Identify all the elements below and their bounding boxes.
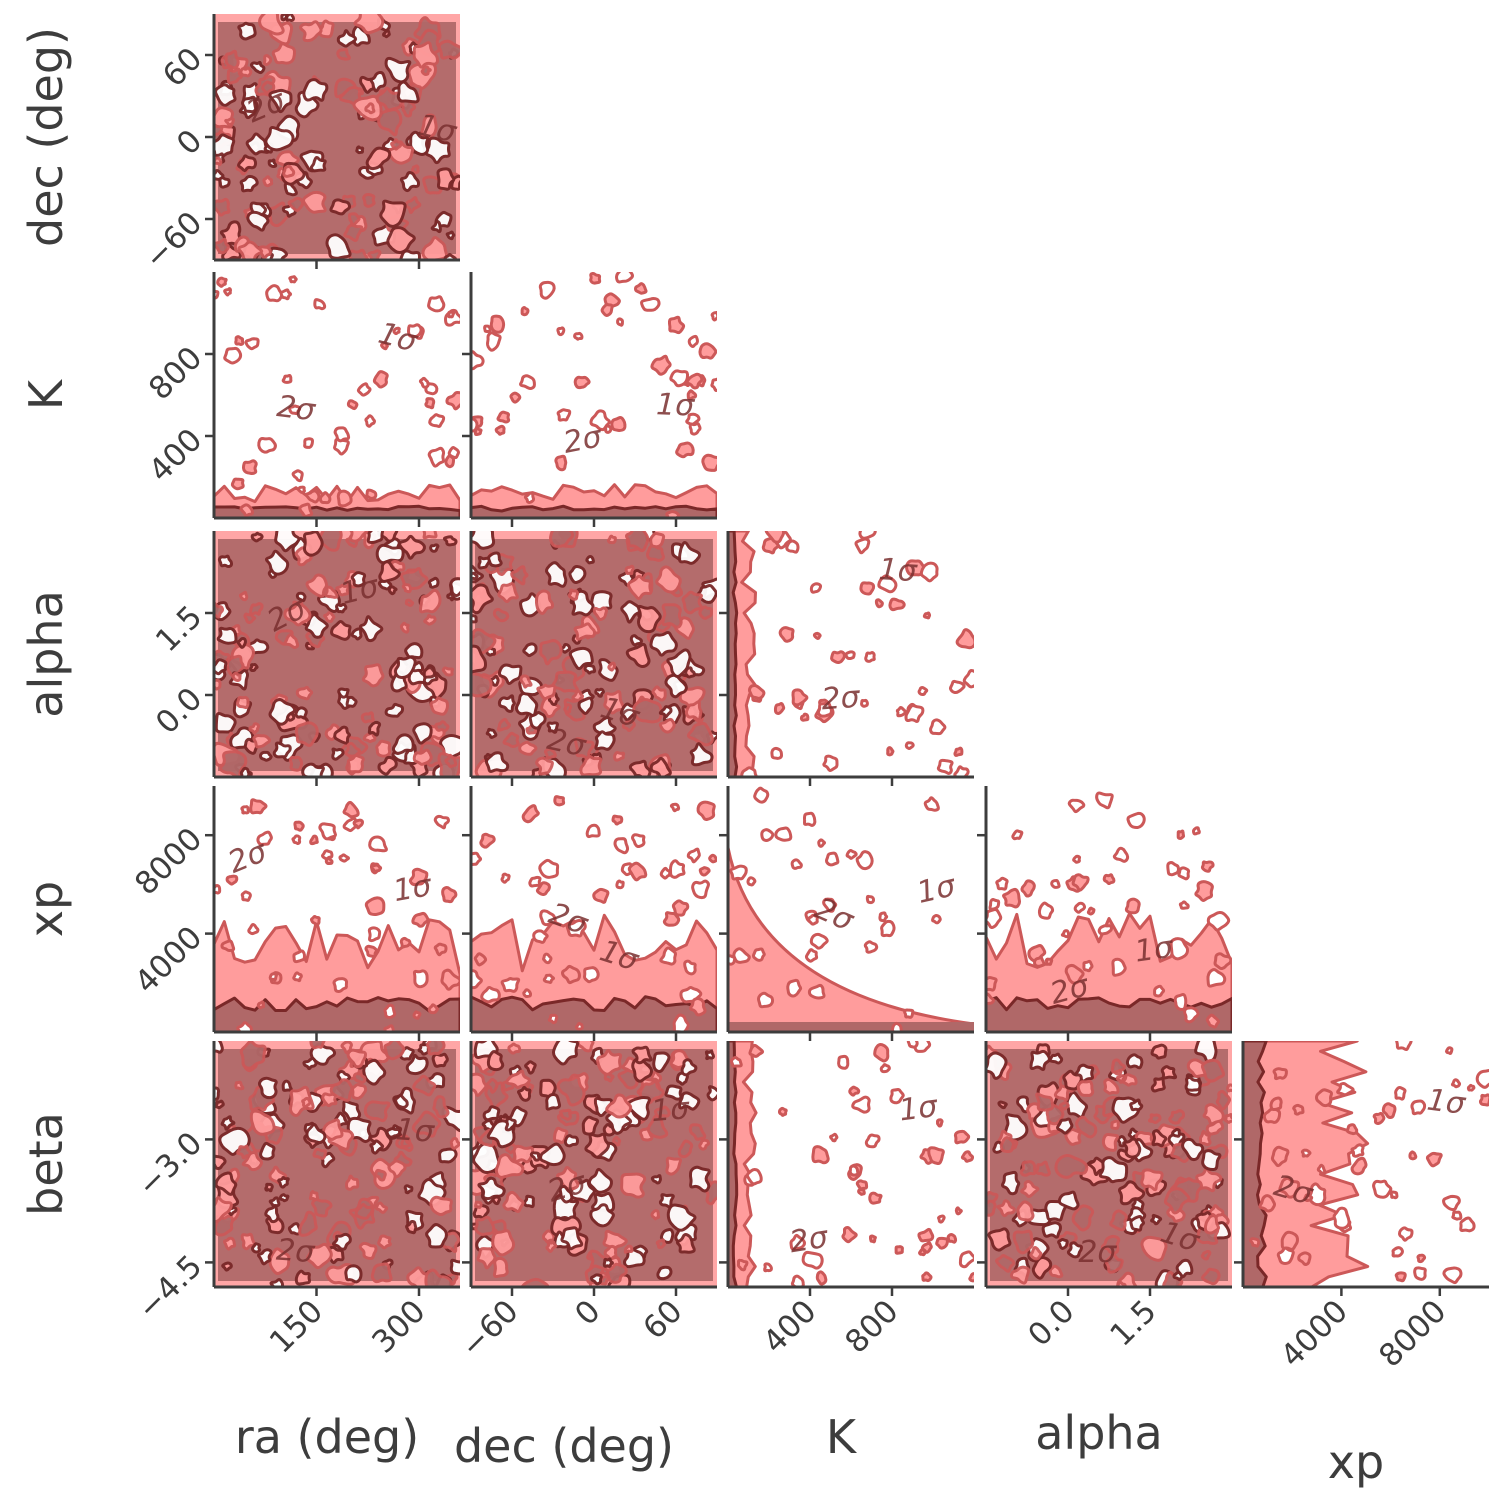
y-tick-label: 400 [142, 422, 209, 489]
y-axis-label-xp: xp [19, 881, 73, 937]
x-tick-label: 0 [568, 1293, 607, 1332]
y-axis-label-K: K [19, 378, 73, 410]
x-axis-label-alpha: alpha [1035, 1406, 1163, 1460]
sigma-label: 2σ [560, 419, 605, 461]
sigma-label: 2σ [544, 722, 590, 764]
x-tick-label: 800 [838, 1293, 905, 1360]
x-axis-label-ra: ra (deg) [235, 1410, 419, 1464]
y-tick-label: −4.5 [131, 1248, 210, 1327]
sigma-label: 1σ [878, 552, 919, 589]
x-tick-label: 1.5 [1103, 1293, 1163, 1353]
x-tick-label: 4000 [1274, 1293, 1355, 1374]
y-axis-label-beta: beta [19, 1112, 73, 1216]
sigma-label: 2σ [275, 389, 318, 429]
x-tick-label: 400 [756, 1293, 823, 1360]
panel-beta-vs-ra: 1σ 2σ 150 300 −3.0 −4.5 [131, 1041, 460, 1360]
x-tick-label: 60 [636, 1293, 689, 1346]
sigma-label: 2σ [820, 680, 861, 718]
y-tick-label: 8000 [128, 821, 209, 902]
sigma-label: 1σ [914, 868, 960, 911]
sigma-label: 1σ [414, 108, 460, 151]
panel-K-vs-ra: 1σ 2σ 400 800 [142, 272, 460, 527]
sigma-label: 2σ [787, 1220, 831, 1261]
panel-xp-vs-K: 1σ 2σ [719, 786, 974, 1041]
x-tick-label: 300 [365, 1293, 432, 1360]
sigma-label: 1σ [375, 316, 422, 360]
sigma-label: 1σ [395, 1112, 436, 1150]
y-tick-label: 4000 [128, 919, 209, 1000]
x-axis-label-K: K [826, 1410, 858, 1464]
panel-alpha-vs-K: 1σ 2σ [719, 531, 974, 786]
sigma-label: 1σ [1425, 1083, 1468, 1123]
sigma-label: 1σ [656, 387, 696, 423]
y-tick-label: 0.0 [149, 681, 209, 741]
x-tick-label: 150 [263, 1293, 330, 1360]
x-tick-label: −60 [454, 1293, 526, 1365]
y-axis-label-dec: dec (deg) [19, 27, 73, 247]
panel-beta-vs-K: 1σ 2σ 400 800 [719, 1041, 974, 1360]
y-tick-label: 60 [156, 41, 209, 94]
x-axis-label-xp: xp [1328, 1435, 1384, 1489]
y-tick-label: 0 [170, 123, 209, 162]
y-axis-label-alpha: alpha [19, 590, 73, 718]
sigma-label: 1σ [897, 1089, 940, 1129]
panel-K-vs-dec: 1σ 2σ [462, 272, 717, 527]
y-tick-label: −3.0 [131, 1125, 210, 1204]
sigma-label: 2σ [1078, 1235, 1117, 1270]
x-tick-label: 0.0 [1021, 1293, 1081, 1353]
y-tick-label: −60 [138, 205, 210, 277]
sigma-label: 1σ [650, 1091, 692, 1129]
x-axis-label-dec: dec (deg) [454, 1419, 674, 1473]
sigma-label: 2σ [810, 891, 860, 939]
sigma-label: 2σ [275, 1233, 316, 1271]
sigma-label: 1σ [391, 868, 436, 909]
sigma-label: 1σ [1133, 930, 1177, 970]
y-tick-label: 800 [142, 340, 209, 407]
y-tick-label: 1.5 [149, 599, 209, 659]
x-tick-label: 8000 [1372, 1293, 1453, 1374]
